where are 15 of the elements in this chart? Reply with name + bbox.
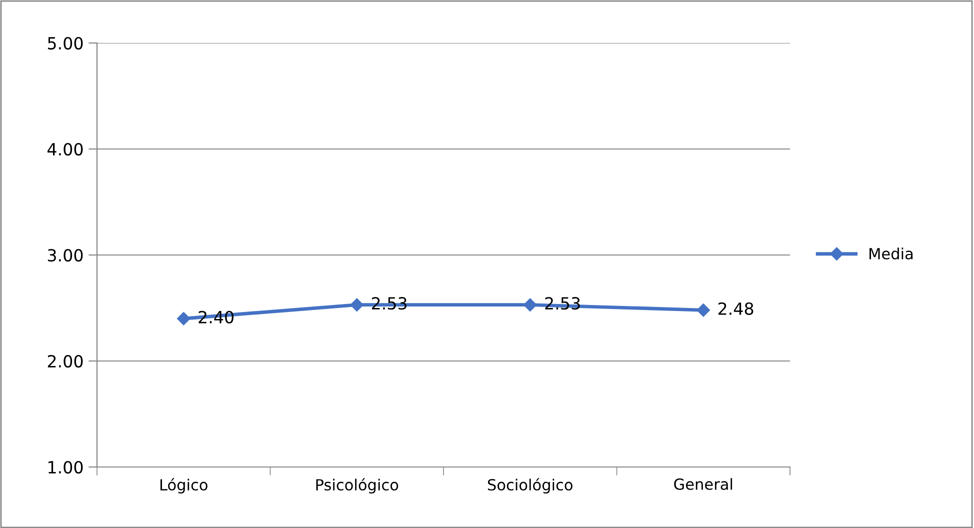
data-label: 2.48 [718, 302, 754, 315]
point [524, 298, 537, 312]
y-tick-label: 4.00 [48, 142, 83, 156]
x-tick-label: General [674, 478, 732, 490]
y-tick-label: 3.00 [48, 248, 83, 262]
x-tick-label: Sociológico [488, 478, 572, 494]
x-tick-label: Psicológico [316, 478, 398, 494]
y-tick-label: 5.00 [48, 36, 83, 50]
point [350, 298, 364, 312]
y-tick-label: 2.00 [48, 354, 83, 368]
legend-label: Media [870, 248, 913, 260]
x-tick-label: Lógico [160, 478, 208, 494]
point [696, 304, 710, 317]
y-tick-label: 1.00 [48, 460, 83, 474]
point [177, 312, 190, 326]
